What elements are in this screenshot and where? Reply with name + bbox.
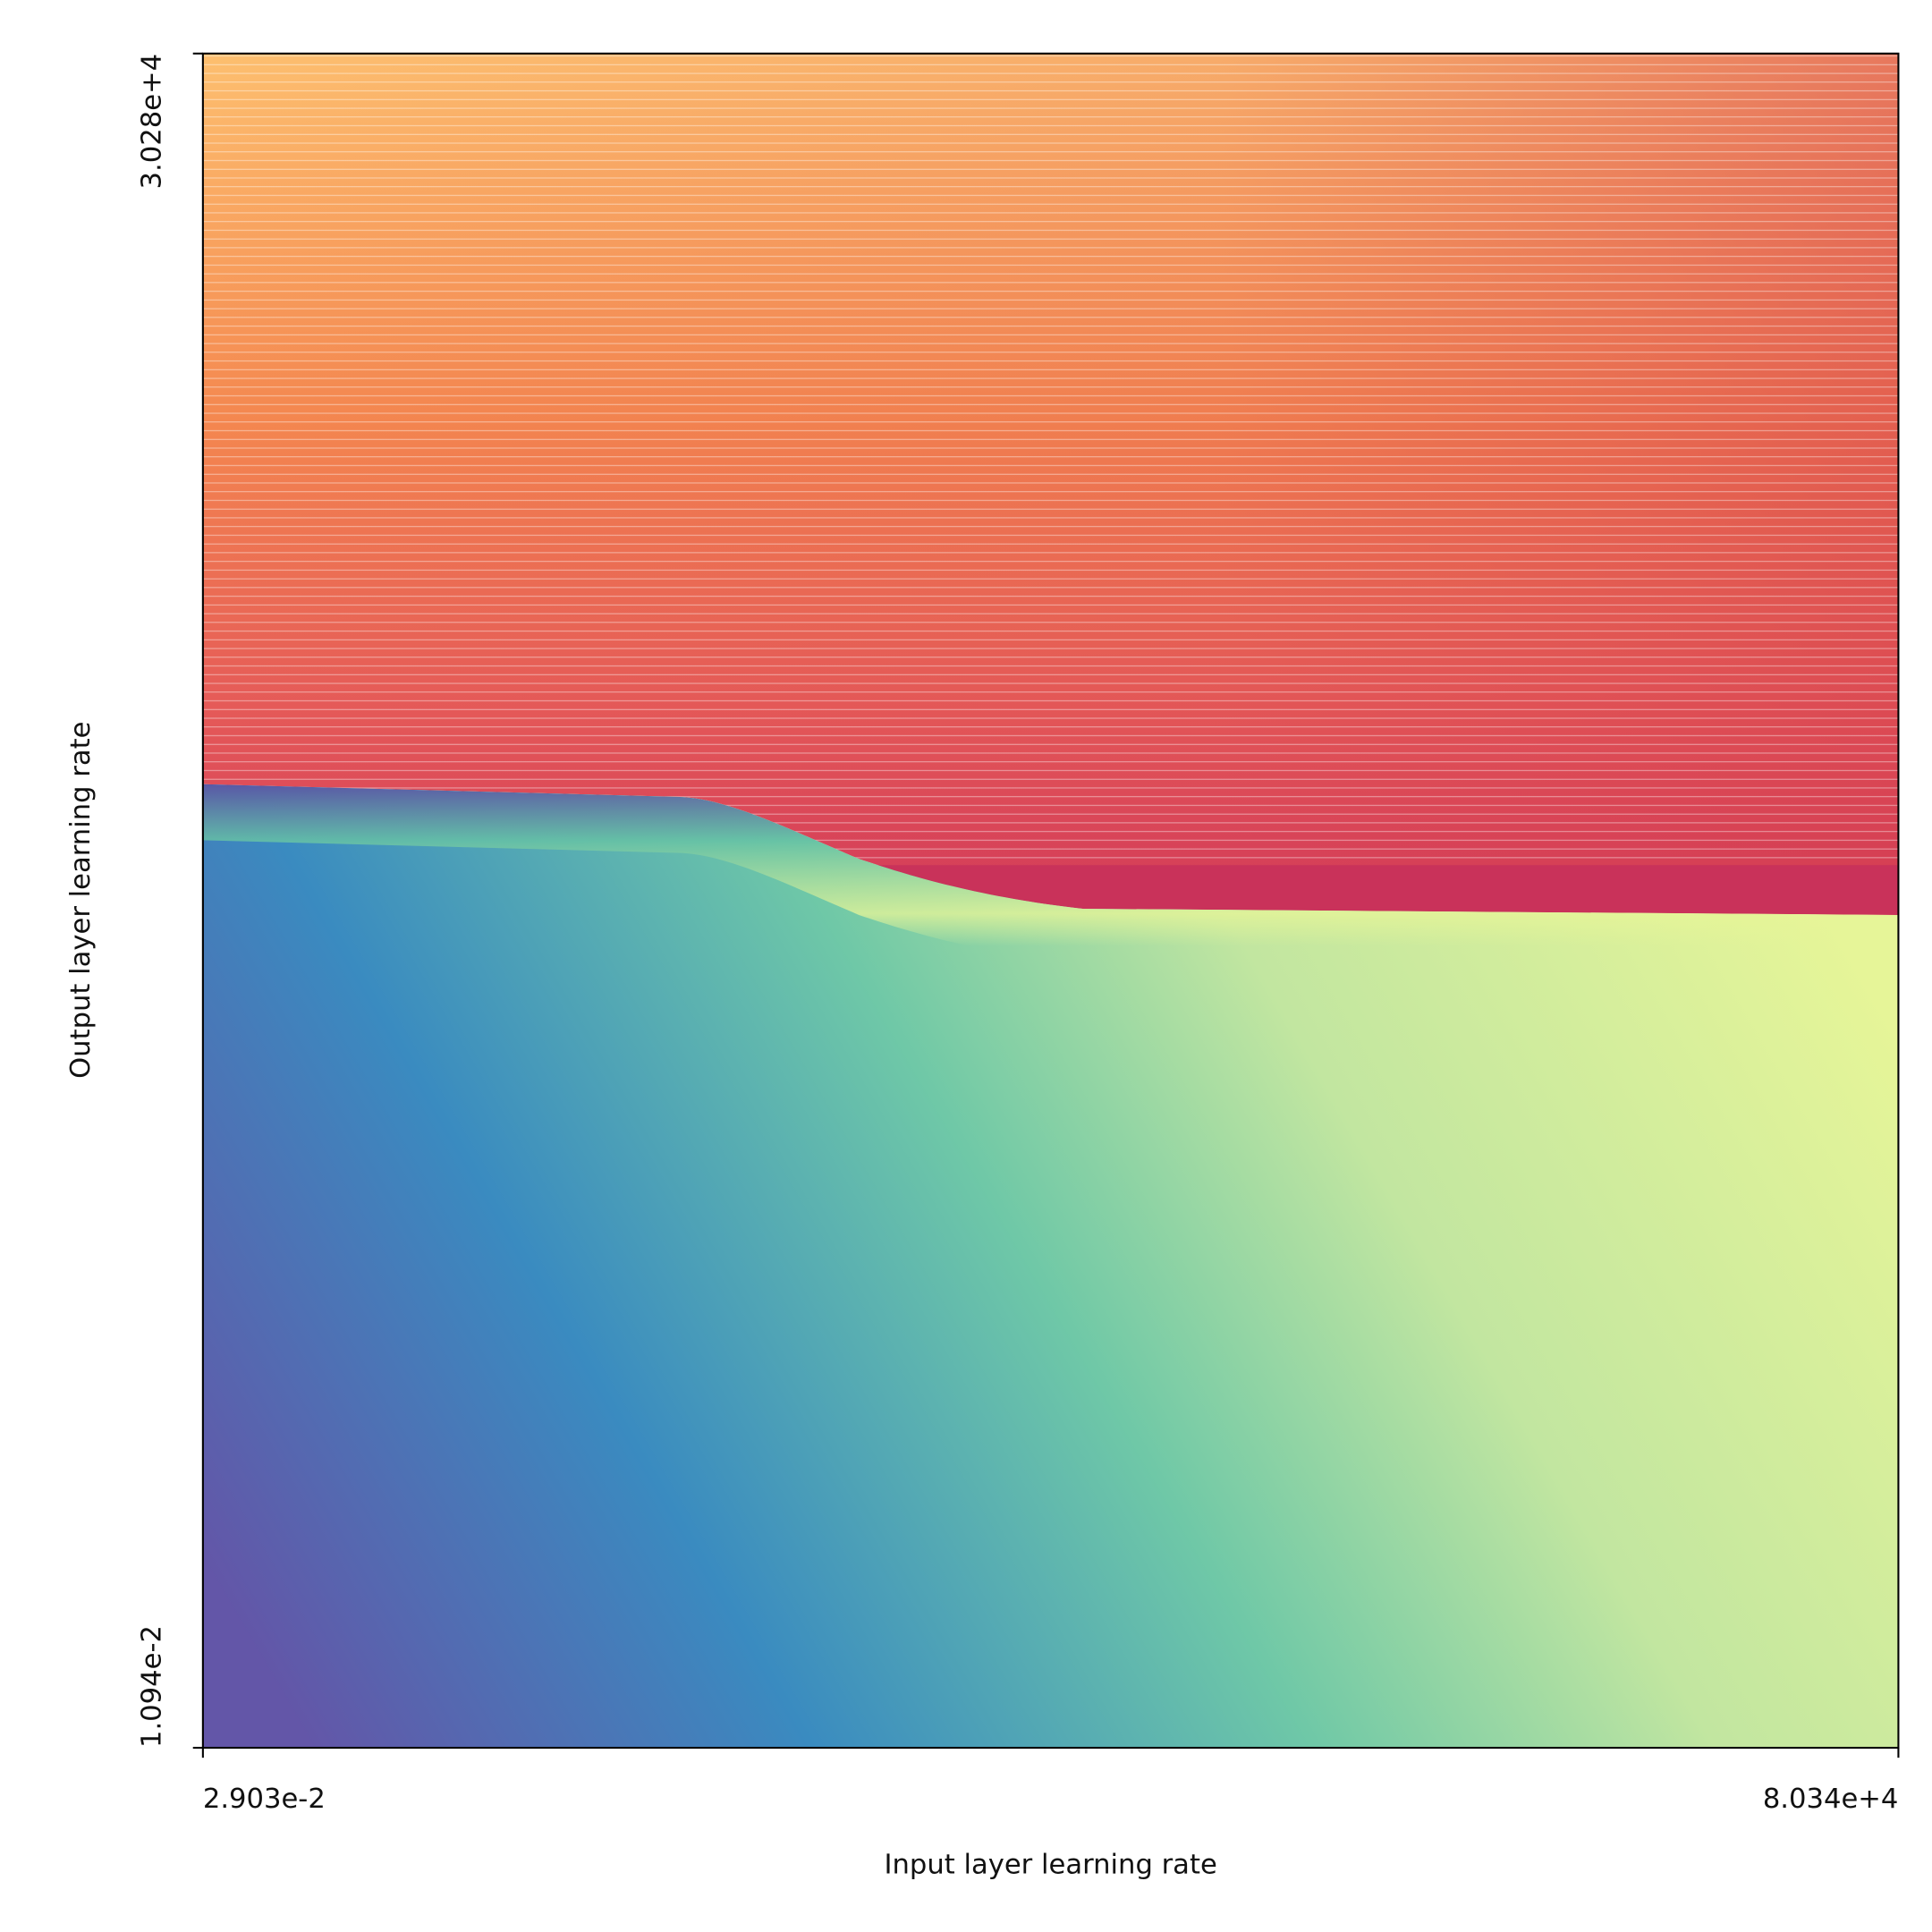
converged-region: [202, 784, 1899, 1749]
x-tick-label: 2.903e-2: [203, 1784, 326, 1815]
heatmap: [202, 53, 1899, 1749]
diverged-streaks: [202, 53, 1899, 866]
x-axis-label: Input layer learning rate: [884, 1850, 1216, 1881]
y-axis-label: Output layer learning rate: [65, 722, 97, 1079]
y-tick-label: 1.094e-2: [137, 1625, 168, 1748]
x-tick-label: 8.034e+4: [1763, 1784, 1899, 1815]
plot-frame: [201, 52, 1900, 1750]
boundary-band: [871, 865, 1899, 915]
y-tick-label: 3.028e+4: [137, 54, 168, 190]
boundary-gradient: [202, 784, 1899, 971]
